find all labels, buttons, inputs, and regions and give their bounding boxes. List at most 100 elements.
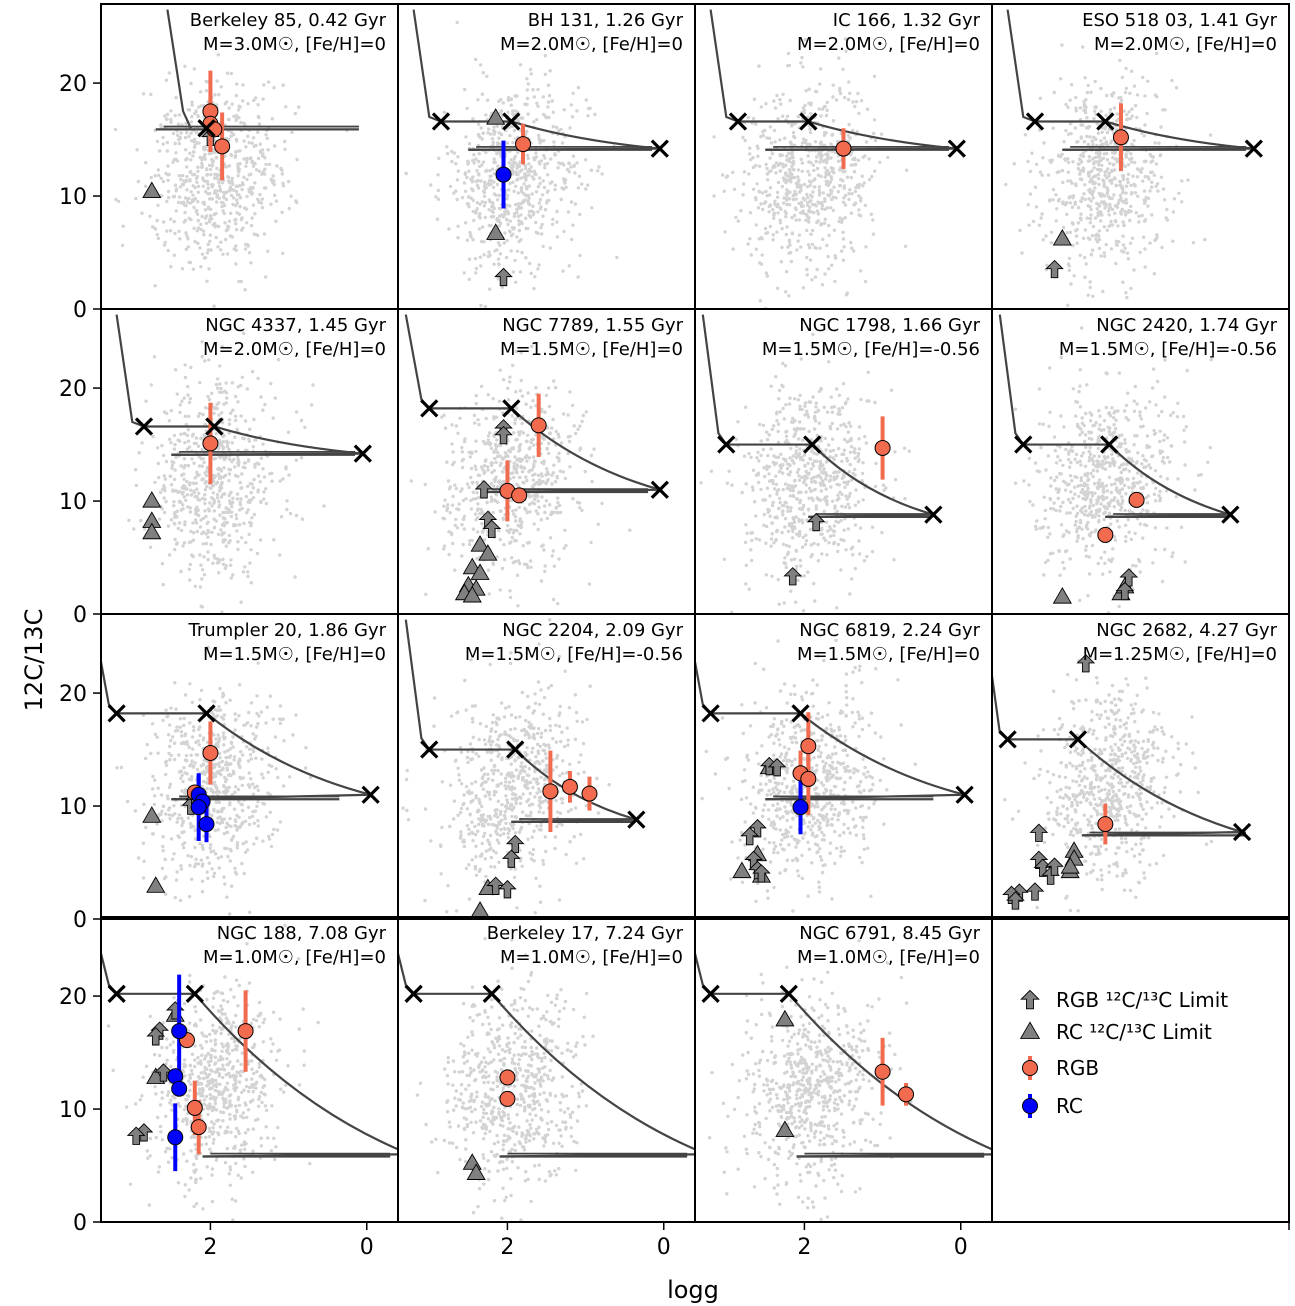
field-star-point xyxy=(297,105,301,109)
field-star-point xyxy=(1121,243,1126,247)
field-star-point xyxy=(1172,197,1177,201)
field-star-point xyxy=(1123,90,1128,95)
field-star-point xyxy=(174,455,178,459)
field-star-point xyxy=(206,242,210,247)
field-star-point xyxy=(816,409,820,413)
field-star-point xyxy=(243,288,247,292)
field-star-point xyxy=(820,107,825,111)
rgb-point xyxy=(835,140,852,157)
field-star-point xyxy=(536,133,541,137)
field-star-point xyxy=(1064,488,1068,492)
field-star-point xyxy=(471,175,475,179)
field-star-point xyxy=(1090,233,1095,238)
field-star-point xyxy=(806,508,811,512)
field-star-point xyxy=(192,67,196,71)
field-star-point xyxy=(543,410,547,414)
field-star-point xyxy=(216,532,221,536)
panel-title: NGC 1798, 1.66 Gyr xyxy=(799,315,980,336)
field-star-point xyxy=(295,200,299,205)
field-star-point xyxy=(219,475,223,479)
field-star-point xyxy=(1073,200,1077,204)
field-star-point xyxy=(830,499,835,503)
field-star-point xyxy=(481,160,486,164)
field-star-point xyxy=(791,162,796,166)
field-star-point xyxy=(258,538,263,542)
field-star-point xyxy=(216,386,220,390)
field-star-point xyxy=(805,228,809,233)
field-star-point xyxy=(553,480,558,484)
field-star-point xyxy=(180,173,185,178)
field-star-point xyxy=(187,414,191,419)
field-star-point xyxy=(1138,250,1142,255)
field-star-point xyxy=(1078,384,1082,388)
field-star-point xyxy=(497,528,501,533)
field-star-point xyxy=(1135,175,1140,179)
field-star-point xyxy=(196,114,200,119)
field-star-point xyxy=(824,460,829,464)
field-star-point xyxy=(245,177,249,182)
field-star-point xyxy=(903,244,908,248)
field-star-point xyxy=(840,476,844,480)
field-star-point xyxy=(443,426,448,430)
field-star-point xyxy=(777,506,781,510)
field-star-point xyxy=(537,160,541,164)
field-star-point xyxy=(519,378,523,383)
field-star-point xyxy=(1157,141,1161,145)
field-star-point xyxy=(229,558,233,562)
field-star-point xyxy=(260,205,265,210)
field-star-point xyxy=(241,83,245,87)
field-star-point xyxy=(1123,523,1128,527)
field-star-point xyxy=(192,226,196,230)
field-star-point xyxy=(1018,228,1022,233)
field-star-point xyxy=(772,424,776,428)
field-star-point xyxy=(224,564,228,568)
field-star-point xyxy=(557,128,561,133)
field-star-point xyxy=(549,157,553,161)
field-star-point xyxy=(1168,460,1172,464)
field-star-point xyxy=(804,469,808,474)
field-star-point xyxy=(1137,214,1141,218)
field-star-point xyxy=(231,408,235,412)
field-star-point xyxy=(769,141,774,145)
field-star-point xyxy=(542,153,546,158)
field-star-point xyxy=(832,185,836,189)
field-star-point xyxy=(816,559,820,563)
field-star-point xyxy=(1074,109,1079,113)
field-star-point xyxy=(1023,133,1028,137)
field-star-point xyxy=(239,497,243,501)
field-star-point xyxy=(515,211,519,215)
field-star-point xyxy=(783,482,788,486)
field-star-point xyxy=(511,531,516,535)
field-star-point xyxy=(785,429,789,434)
field-star-point xyxy=(524,216,528,220)
field-star-point xyxy=(841,258,846,262)
field-star-point xyxy=(462,527,466,531)
field-star-point xyxy=(196,165,200,169)
field-star-point xyxy=(477,152,481,156)
field-star-point xyxy=(1103,561,1107,565)
field-star-point xyxy=(827,194,832,198)
track-upper-rgb xyxy=(404,314,431,410)
field-star-point xyxy=(262,490,266,494)
field-star-point xyxy=(209,542,213,547)
field-star-point xyxy=(1068,511,1072,515)
field-star-point xyxy=(474,393,478,398)
field-star-point xyxy=(764,189,768,194)
field-star-point xyxy=(529,565,533,569)
field-star-point xyxy=(1103,254,1107,258)
field-star-point xyxy=(843,203,848,207)
field-star-point xyxy=(821,481,825,485)
field-star-point xyxy=(1020,251,1024,255)
field-star-point xyxy=(1083,275,1087,279)
field-star-point xyxy=(535,118,539,122)
field-star-point xyxy=(754,247,758,251)
field-star-point xyxy=(820,203,825,208)
field-star-point xyxy=(1095,121,1099,126)
field-star-point xyxy=(480,92,485,96)
field-star-point xyxy=(884,486,888,490)
field-star-point xyxy=(234,248,238,252)
panel-plot-area xyxy=(709,9,966,309)
field-star-point xyxy=(518,270,523,274)
rc-limit-point xyxy=(486,108,506,125)
